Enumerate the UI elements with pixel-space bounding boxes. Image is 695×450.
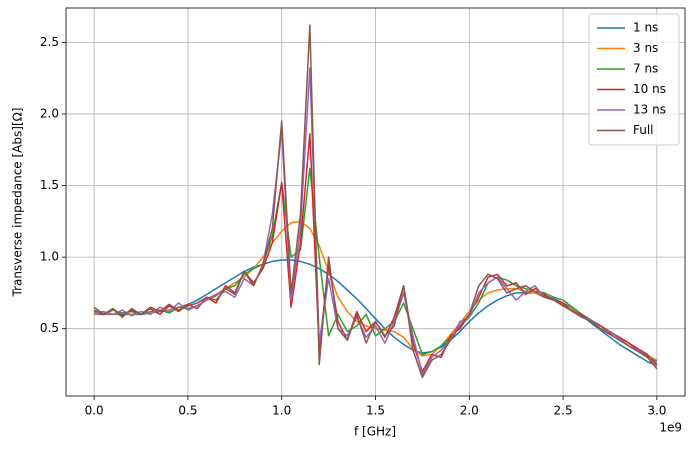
legend-label: 10 ns xyxy=(633,82,666,96)
data-line xyxy=(93,24,658,379)
y-axis-label: Transverse impedance [Abs][Ω] xyxy=(11,108,25,298)
data-line xyxy=(93,167,658,363)
legend: 1 ns 3 ns 7 ns 10 ns 13 ns Full xyxy=(588,13,680,146)
x-tick-label: 3.0 xyxy=(647,404,666,418)
legend-label: 1 ns xyxy=(633,21,658,35)
y-tick-label: 1.5 xyxy=(40,178,59,192)
x-tick-label: 2.0 xyxy=(460,404,479,418)
y-tick-label: 1.0 xyxy=(40,250,59,264)
y-tick-label: 2.0 xyxy=(40,106,59,120)
legend-label: 7 ns xyxy=(633,62,658,76)
x-axis-label: f [GHz] xyxy=(354,425,396,439)
y-tick-label: 2.5 xyxy=(40,35,59,49)
legend-box xyxy=(588,13,680,146)
legend-label: Full xyxy=(633,123,654,137)
x-offset-label: 1e9 xyxy=(659,421,682,435)
x-tick-label: 1.0 xyxy=(272,404,291,418)
legend-label: 3 ns xyxy=(633,41,658,55)
x-tick-label: 0.0 xyxy=(85,404,104,418)
plot-frame xyxy=(65,7,686,397)
x-tick-label: 0.5 xyxy=(178,404,197,418)
legend-label: 13 ns xyxy=(633,103,666,117)
x-tick-label: 2.5 xyxy=(554,404,573,418)
y-tick-label: 0.5 xyxy=(40,321,59,335)
x-tick-label: 1.5 xyxy=(366,404,385,418)
